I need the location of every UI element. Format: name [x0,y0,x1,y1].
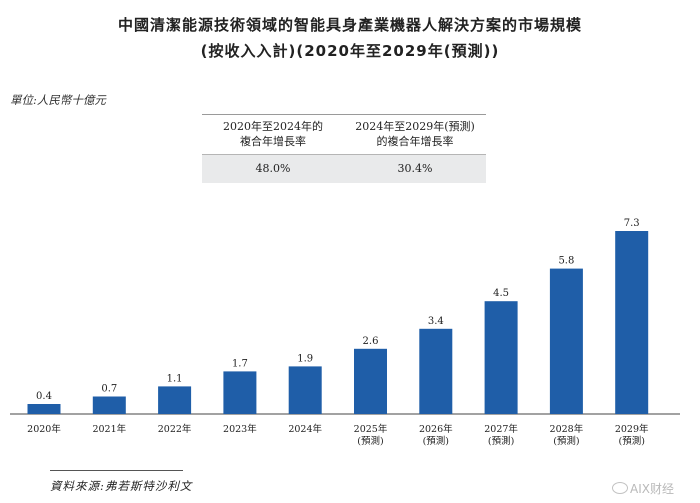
chart-subtitle: (按收入入計)(2020年至2029年(預測)) [200,42,500,60]
cagr-value-2020-2024: 48.0% [202,155,344,183]
bar-chart: 0.4 2020年 0.7 2021年 1.1 2022年 1.7 2023年 1.9 2024年… [10,218,680,447]
weibo-icon [612,482,628,494]
bar-value-label: 5.8 [558,256,574,267]
bar-value-label: 2.6 [363,336,379,347]
x-tick-label: 2023年 [223,423,257,435]
bar [288,366,322,414]
unit-label: 單位:人民幣十億元 [10,93,106,107]
x-tick-label: (預測) [553,435,579,447]
x-tick-label: 2020年 [27,423,61,435]
bar-value-label: 1.1 [167,373,183,384]
cagr-header-line: 複合年增長率 [240,135,306,148]
bar [484,301,518,414]
x-tick-label: 2025年 [354,423,388,435]
x-tick-label: (預測) [618,435,644,447]
source-note: 資料來源:弗若斯特沙利文 [50,479,193,493]
x-tick-label: 2021年 [92,423,126,435]
cagr-header-2024-2029: 2024年至2029年(預測) 的複合年增長率 [344,119,486,149]
x-tick-label: 2028年 [550,423,584,435]
bar [354,348,387,414]
bar [92,396,126,414]
bar-value-label: 0.4 [36,391,52,402]
bar [223,371,257,414]
bar [549,268,583,414]
watermark-text: AIX财经 [630,482,674,496]
bar [615,231,649,414]
chart-title: 中國清潔能源技術領域的智能具身產業機器人解決方案的市場規模 [117,16,582,34]
bar-value-label: 0.7 [101,384,117,395]
bar-value-label: 1.7 [232,358,248,369]
bar-value-label: 7.3 [624,218,640,229]
cagr-divider [202,154,486,155]
x-tick-label: (預測) [488,435,514,447]
cagr-value-2024-2029: 30.4% [344,155,486,183]
x-tick-label: 2024年 [288,423,322,435]
bar [27,404,61,414]
x-tick-label: (預測) [423,435,449,447]
cagr-header-2020-2024: 2020年至2024年的 複合年增長率 [202,119,344,149]
x-tick-label: 2029年 [615,423,649,435]
bar [158,386,192,414]
x-tick-label: 2027年 [484,423,518,435]
cagr-header-line: 的複合年增長率 [376,135,454,148]
watermark: AIX财经 [612,480,674,497]
bar-value-label: 1.9 [297,353,313,364]
bar-value-label: 3.4 [428,316,444,327]
bar [419,328,453,414]
cagr-table: 2020年至2024年的 複合年增長率 2024年至2029年(預測) 的複合年… [202,114,486,183]
x-tick-label: 2022年 [158,423,192,435]
cagr-header-line: 2024年至2029年(預測) [355,120,475,133]
cagr-header-line: 2020年至2024年的 [223,120,323,133]
bar-value-label: 4.5 [493,288,509,299]
x-tick-label: 2026年 [419,423,453,435]
source-divider [50,470,183,471]
x-tick-label: (預測) [357,435,383,447]
